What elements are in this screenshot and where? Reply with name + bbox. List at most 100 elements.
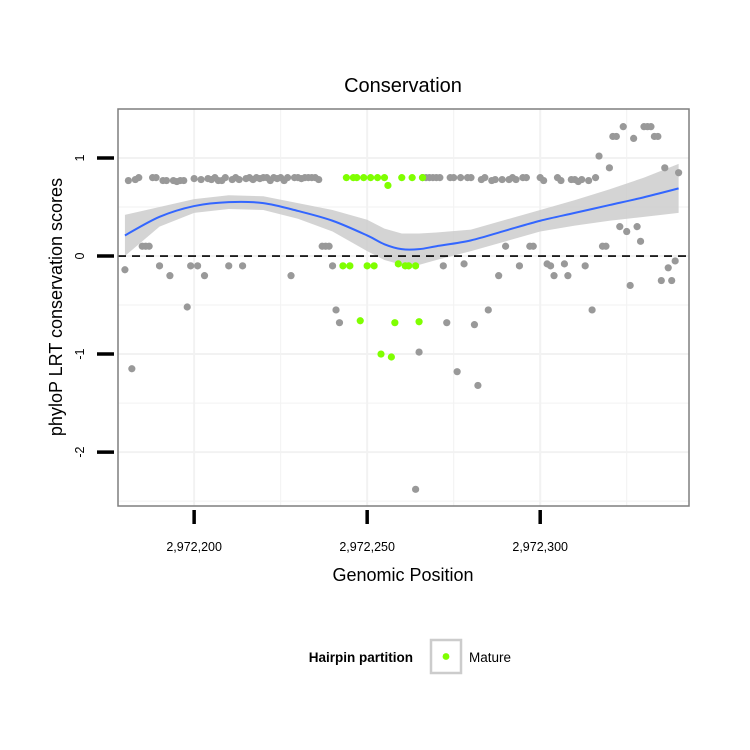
mature-point — [405, 262, 413, 270]
legend: Hairpin partition Mature — [309, 638, 511, 675]
y-tick-label: -1 — [73, 348, 87, 359]
other-point — [180, 176, 188, 185]
other-point — [588, 306, 596, 314]
other-point — [190, 174, 198, 183]
other-point — [457, 174, 465, 182]
other-point — [560, 260, 569, 268]
other-point — [671, 257, 679, 265]
other-point — [183, 303, 191, 311]
x-axis-title: Genomic Position — [332, 565, 473, 585]
mature-point — [398, 174, 406, 182]
mature-point — [412, 262, 420, 270]
other-point — [450, 174, 458, 182]
mature-point — [408, 174, 416, 182]
other-point — [162, 176, 171, 185]
other-point — [515, 262, 524, 270]
other-point — [155, 262, 164, 270]
x-tick-label: 2,972,200 — [166, 540, 222, 554]
other-point — [630, 134, 638, 143]
loess-smooth-line — [124, 187, 679, 251]
other-point — [491, 175, 499, 184]
other-point — [585, 176, 593, 185]
other-point — [591, 174, 600, 182]
other-point — [636, 237, 645, 245]
plot-panel — [117, 108, 690, 507]
other-point — [557, 176, 565, 185]
other-point — [668, 276, 676, 285]
other-point — [287, 272, 295, 280]
mature-point — [384, 181, 392, 190]
other-point — [467, 174, 475, 182]
y-axis-title: phyloP LRT conservation scores — [46, 178, 66, 436]
other-point — [619, 123, 627, 131]
other-point — [474, 381, 482, 390]
mature-point — [377, 350, 385, 358]
other-point — [187, 262, 195, 270]
other-point — [238, 262, 247, 270]
other-point — [283, 174, 292, 182]
points-layer — [121, 123, 683, 493]
mature-point — [339, 262, 347, 270]
mature-point — [363, 262, 371, 270]
other-point — [595, 152, 603, 160]
other-point — [439, 262, 447, 270]
mature-point — [391, 319, 399, 327]
legend-key-mature-dot — [442, 653, 450, 660]
mature-point — [367, 174, 375, 182]
other-point — [481, 174, 489, 182]
other-point — [647, 123, 655, 131]
other-point — [529, 242, 537, 250]
other-point — [612, 132, 620, 141]
other-point — [495, 272, 503, 280]
other-point — [470, 321, 479, 329]
other-point — [564, 272, 572, 280]
other-point — [235, 175, 243, 184]
other-point — [152, 174, 160, 182]
other-point — [197, 175, 205, 184]
other-point — [540, 176, 548, 185]
chart-title: Conservation — [344, 75, 462, 97]
other-point — [661, 164, 669, 172]
y-tick-label: -2 — [73, 446, 87, 457]
other-point — [484, 306, 492, 314]
y-tick-label: 0 — [73, 253, 87, 260]
mature-point — [346, 262, 354, 270]
mature-point — [415, 318, 423, 326]
other-point — [626, 281, 634, 290]
other-point — [335, 319, 344, 327]
other-point — [412, 485, 420, 493]
other-point — [602, 242, 610, 250]
mature-point — [380, 174, 389, 182]
other-point — [616, 223, 624, 231]
other-point — [460, 260, 468, 268]
other-point — [443, 319, 451, 327]
other-point — [221, 174, 229, 182]
other-point — [193, 262, 202, 270]
other-point — [581, 262, 589, 270]
other-point — [498, 175, 506, 184]
other-point — [145, 242, 153, 250]
other-point — [315, 175, 323, 184]
mature-point — [418, 174, 427, 182]
smooth-line-layer — [124, 187, 679, 251]
other-point — [501, 242, 510, 250]
other-point — [605, 164, 614, 172]
other-point — [675, 169, 683, 177]
other-point — [654, 132, 662, 141]
mature-point — [370, 262, 378, 270]
x-tick-label: 2,972,250 — [339, 540, 395, 554]
other-point — [415, 348, 423, 356]
other-point — [550, 272, 558, 280]
legend-label-mature: Mature — [469, 650, 511, 665]
mature-point — [394, 260, 402, 268]
panel-background — [118, 109, 689, 506]
other-point — [135, 174, 143, 182]
other-point — [522, 174, 530, 182]
x-tick-label: 2,972,300 — [512, 540, 568, 554]
other-point — [328, 262, 337, 270]
other-point — [633, 223, 641, 231]
mature-point — [387, 353, 395, 361]
other-point — [657, 276, 665, 285]
other-point — [453, 368, 461, 376]
